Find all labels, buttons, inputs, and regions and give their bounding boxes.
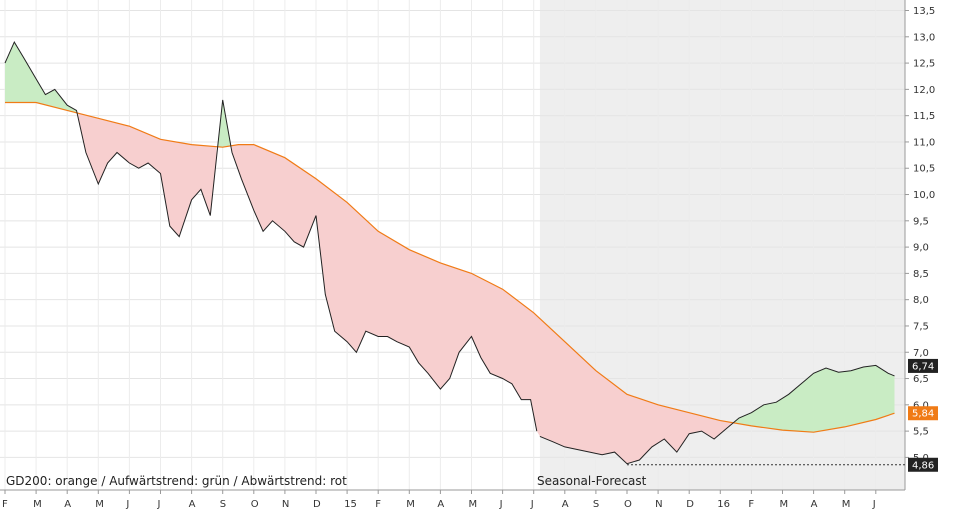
x-tick-label: D bbox=[313, 499, 321, 510]
x-tick-label: A bbox=[64, 499, 71, 510]
y-tick-label: 12,0 bbox=[913, 85, 935, 96]
x-tick-label: A bbox=[189, 499, 196, 510]
y-tick-label: 9,0 bbox=[913, 243, 929, 254]
price-line bbox=[4, 41, 538, 432]
y-tick-label: 6,5 bbox=[913, 374, 929, 385]
x-tick-label: 15 bbox=[344, 499, 357, 510]
x-tick-label: A bbox=[437, 499, 444, 510]
y-tick-label: 6,0 bbox=[913, 400, 929, 411]
downtrend-area bbox=[78, 113, 217, 237]
x-tick-label: A bbox=[811, 499, 818, 510]
x-tick-label: J bbox=[499, 499, 503, 510]
price-badge bbox=[908, 406, 938, 421]
x-tick-label: F bbox=[2, 499, 8, 510]
x-tick-label: M bbox=[33, 499, 42, 510]
y-tick-label: 11,0 bbox=[913, 137, 935, 148]
forecast-label: Seasonal-Forecast bbox=[537, 474, 647, 488]
x-tick-label: J bbox=[530, 499, 534, 510]
x-tick-label: N bbox=[655, 499, 662, 510]
x-tick-label: F bbox=[375, 499, 381, 510]
x-tick-label: S bbox=[593, 499, 599, 510]
price-badge-label: 4,86 bbox=[912, 460, 934, 471]
y-tick-label: 13,5 bbox=[913, 6, 935, 17]
y-tick-label: 7,0 bbox=[913, 348, 929, 359]
y-tick-label: 10,0 bbox=[913, 190, 935, 201]
y-tick-label: 8,5 bbox=[913, 269, 929, 280]
uptrend-area bbox=[5, 42, 77, 113]
x-tick-label: N bbox=[282, 499, 289, 510]
x-tick-label: M bbox=[780, 499, 789, 510]
uptrend-area bbox=[734, 365, 895, 433]
y-tick-label: 5,5 bbox=[913, 427, 929, 438]
x-tick-label: S bbox=[220, 499, 226, 510]
y-tick-label: 13,0 bbox=[913, 32, 935, 43]
downtrend-area bbox=[232, 144, 733, 464]
x-tick-label: M bbox=[95, 499, 104, 510]
x-tick-label: F bbox=[748, 499, 754, 510]
forecast-line bbox=[539, 364, 895, 465]
x-axis: F M A M J J A S O N D 15 F M A M J J A S O N D 16 F M A M J bbox=[0, 489, 905, 510]
x-tick-label: A bbox=[562, 499, 569, 510]
legend-text: GD200: orange / Aufwärtstrend: grün / Ab… bbox=[6, 474, 347, 488]
x-tick-label: O bbox=[251, 499, 259, 510]
x-tick-label: O bbox=[624, 499, 632, 510]
x-tick-label: J bbox=[872, 499, 876, 510]
x-tick-label: M bbox=[406, 499, 415, 510]
x-tick-label: M bbox=[842, 499, 851, 510]
uptrend-area bbox=[218, 99, 231, 148]
y-tick-label: 7,5 bbox=[913, 321, 929, 332]
price-badge bbox=[908, 358, 938, 373]
y-tick-label: 10,5 bbox=[913, 164, 935, 175]
trend-areas bbox=[5, 42, 895, 464]
x-tick-label: 16 bbox=[717, 499, 730, 510]
y-tick-label: 11,5 bbox=[913, 111, 935, 122]
x-tick-label: M bbox=[469, 499, 478, 510]
price-badges: 6,74 5,84 4,86 bbox=[908, 358, 938, 472]
y-tick-label: 8,0 bbox=[913, 295, 929, 306]
x-tick-label: D bbox=[686, 499, 694, 510]
gd200-line bbox=[5, 101, 895, 433]
x-tick-label: J bbox=[125, 499, 129, 510]
price-badge-label: 5,84 bbox=[912, 409, 934, 420]
y-tick-label: 12,5 bbox=[913, 59, 935, 70]
x-tick-label: J bbox=[157, 499, 161, 510]
price-badge-label: 6,74 bbox=[912, 361, 934, 372]
price-badge bbox=[908, 457, 938, 472]
y-tick-label: 9,5 bbox=[913, 216, 929, 227]
series-lines bbox=[4, 41, 895, 465]
y-axis: 13,5 13,0 12,5 12,0 11,5 11,0 10,5 10,0 9,5 9,0 8,… bbox=[904, 0, 935, 490]
